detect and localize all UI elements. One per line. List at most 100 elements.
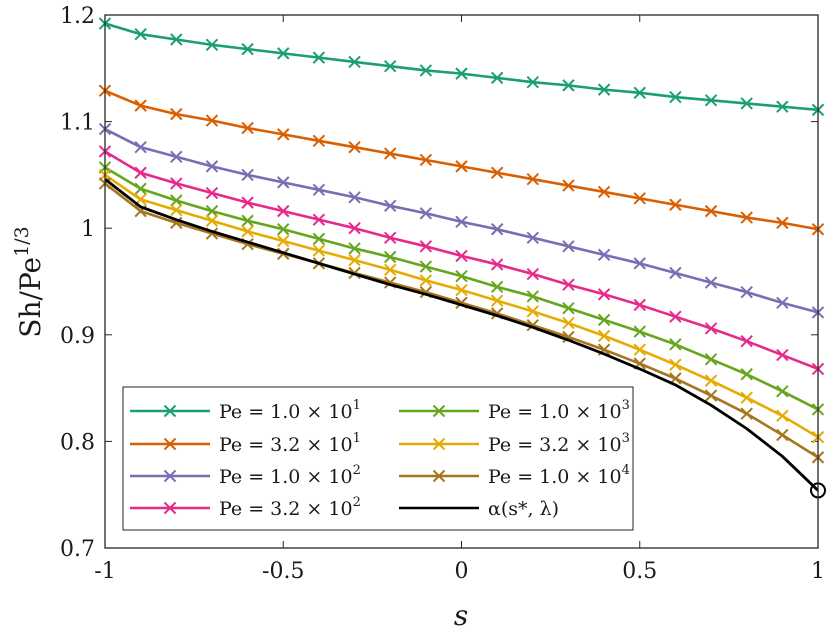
data-point xyxy=(419,153,433,167)
marker-stroke xyxy=(562,179,575,192)
marker-stroke xyxy=(205,38,219,52)
legend: Pe = 1.0 × 101 Pe = 3.2 × 101 Pe = 1.0 × 1… xyxy=(122,386,634,531)
data-point xyxy=(205,160,219,173)
marker-stroke xyxy=(633,343,646,356)
data-point xyxy=(526,290,540,303)
legend-entry: Pe = 3.2 × 102 xyxy=(130,495,361,520)
data-point xyxy=(776,385,789,398)
marker-stroke xyxy=(490,294,504,307)
data-point xyxy=(740,334,753,348)
data-point xyxy=(597,313,611,327)
marker-stroke xyxy=(669,90,682,104)
marker-stroke xyxy=(432,469,446,483)
data-point xyxy=(383,263,397,276)
series-line xyxy=(104,178,819,492)
series xyxy=(98,177,825,464)
y-tick-label: 1.1 xyxy=(60,111,95,136)
marker-stroke xyxy=(597,185,611,199)
data-point xyxy=(241,42,254,56)
data-point xyxy=(490,71,504,85)
marker-stroke xyxy=(597,288,611,301)
marker-stroke xyxy=(776,216,789,230)
data-point xyxy=(597,288,611,301)
y-tick-label: 0.8 xyxy=(60,430,95,455)
data-point xyxy=(348,55,361,69)
legend-marker xyxy=(163,404,177,418)
data-point xyxy=(277,128,290,141)
x-tick-label: 0.5 xyxy=(622,559,657,584)
marker-stroke xyxy=(526,290,540,303)
marker-stroke xyxy=(704,276,718,289)
data-point xyxy=(348,191,361,204)
marker-stroke xyxy=(419,153,433,167)
marker-stroke xyxy=(383,276,397,289)
data-point xyxy=(419,240,433,253)
y-tick-label: 0.7 xyxy=(60,537,95,562)
marker-stroke xyxy=(562,79,575,92)
data-point xyxy=(312,244,326,257)
marker-stroke xyxy=(490,223,504,236)
marker-stroke xyxy=(241,196,254,209)
series-line xyxy=(104,89,819,231)
marker-stroke xyxy=(562,278,575,291)
marker-stroke xyxy=(704,322,718,335)
legend-marker xyxy=(432,437,446,451)
marker-stroke xyxy=(383,147,397,160)
marker-stroke xyxy=(669,266,682,280)
marker-stroke xyxy=(312,183,326,197)
data-point xyxy=(383,59,397,73)
data-point xyxy=(170,107,183,121)
marker-stroke xyxy=(348,221,361,235)
marker-stroke xyxy=(633,192,646,205)
data-point xyxy=(277,234,290,248)
data-point xyxy=(134,27,147,41)
data-point xyxy=(134,182,147,195)
marker-stroke xyxy=(170,33,183,46)
data-point xyxy=(383,231,397,245)
marker-stroke xyxy=(669,358,682,371)
data-point xyxy=(669,266,682,280)
marker-stroke xyxy=(383,199,397,213)
data-point xyxy=(277,176,290,189)
svg-text:Sh/Pe1/3: Sh/Pe1/3 xyxy=(11,226,47,337)
marker-stroke xyxy=(348,253,361,267)
data-point xyxy=(562,179,575,192)
data-point xyxy=(383,147,397,160)
plot-area-frame xyxy=(104,14,819,549)
data-point xyxy=(740,211,753,224)
series xyxy=(98,161,825,416)
data-point xyxy=(526,231,540,245)
marker-stroke xyxy=(383,231,397,245)
data-point xyxy=(134,140,147,154)
data-point xyxy=(490,223,504,236)
legend-label: Pe = 1.0 × 103 xyxy=(488,398,630,423)
marker-stroke xyxy=(348,191,361,204)
x-axis-label: s xyxy=(454,599,468,632)
marker-stroke xyxy=(704,374,718,387)
data-point xyxy=(740,407,753,420)
marker-stroke xyxy=(740,391,753,404)
marker-stroke xyxy=(163,469,177,483)
marker-stroke xyxy=(277,223,290,236)
data-point xyxy=(455,249,468,263)
legend-entry: Pe = 1.0 × 104 xyxy=(399,463,630,488)
data-point xyxy=(776,296,789,310)
marker-stroke xyxy=(455,269,468,283)
marker-stroke xyxy=(562,316,575,330)
y-tick-label: 1 xyxy=(81,217,95,242)
data-point xyxy=(205,38,219,52)
data-point xyxy=(277,223,290,236)
data-point xyxy=(277,47,290,60)
legend-label: Pe = 3.2 × 101 xyxy=(219,431,361,456)
data-point xyxy=(455,215,468,229)
data-point xyxy=(526,305,540,318)
data-point xyxy=(312,213,326,226)
marker-stroke xyxy=(490,166,504,179)
data-point xyxy=(704,322,718,335)
marker-stroke xyxy=(419,285,433,299)
data-point xyxy=(348,253,361,267)
data-point xyxy=(704,374,718,387)
marker-stroke xyxy=(776,385,789,398)
legend-marker xyxy=(432,404,446,418)
series xyxy=(98,168,825,444)
